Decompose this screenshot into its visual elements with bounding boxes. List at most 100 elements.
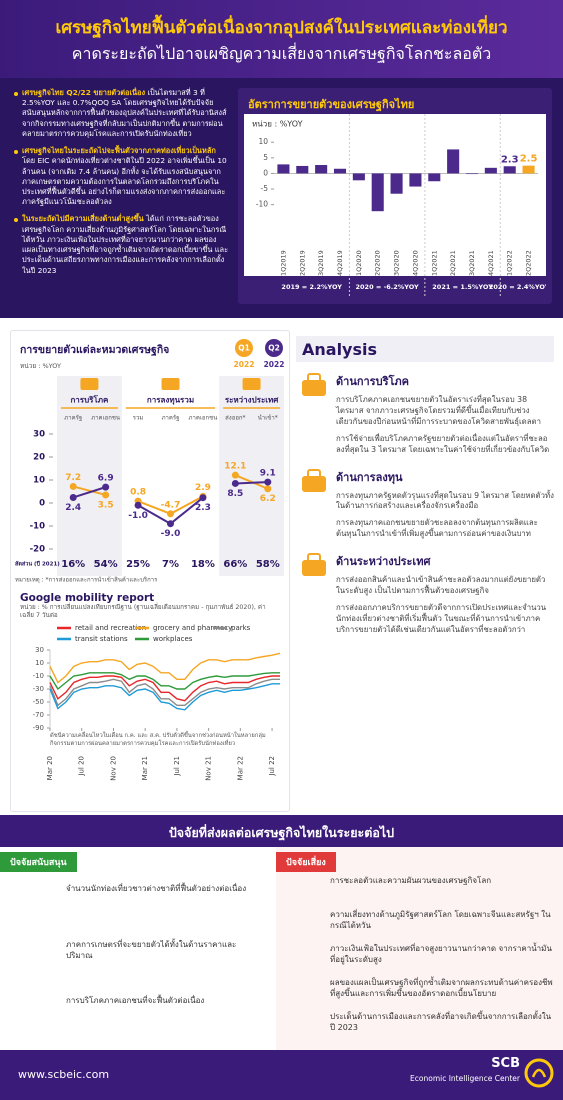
footer-unit: Economic Intelligence Center xyxy=(410,1074,520,1083)
group-label: การลงทุนรวม xyxy=(147,396,194,406)
x-tick-label: 1Q2022 xyxy=(506,250,514,276)
x-tick-label: 2Q2021 xyxy=(449,250,457,276)
bar xyxy=(484,167,497,174)
share-label: สัดส่วน (ปี 2021) xyxy=(15,560,60,568)
risk-tag: ปัจจัยเสี่ยง xyxy=(276,852,336,872)
dot xyxy=(231,479,239,487)
footer xyxy=(0,1050,563,1100)
dot xyxy=(102,491,110,499)
share-value: 7% xyxy=(162,559,179,570)
x-tick-label: 4Q2019 xyxy=(336,250,344,276)
footer-brand: SCB xyxy=(491,1056,520,1071)
dot xyxy=(167,520,174,528)
plot-bg xyxy=(244,114,546,276)
x-tick-label: 4Q2020 xyxy=(411,250,419,276)
y-tick-label: -50 xyxy=(33,698,44,706)
y-tick-label: 10 xyxy=(258,137,268,146)
value-label: -9.0 xyxy=(161,529,181,539)
value-label: -4.7 xyxy=(161,500,181,510)
sector-chart: การขยายตัวแต่ละหมวดเศรษฐกิจ หน่วย : %YOY… xyxy=(15,339,284,584)
summary-bullet: เศรษฐกิจไทยในระยะถัดไปจะฟื้นตัวจากภาคท่อ… xyxy=(14,146,230,207)
section-text: การลงทุนภาคเอกชนขยายตัวชะลอลงจากต้นทุนกา… xyxy=(336,518,538,539)
group-icon xyxy=(80,378,99,390)
y-tick-label: 10 xyxy=(33,476,45,486)
share-value: 16% xyxy=(61,559,85,570)
series-line xyxy=(49,672,280,691)
dot xyxy=(199,494,207,502)
group-label: 2020 = -6.2%YOY xyxy=(356,283,420,291)
highlight: เศรษฐกิจไทยในระยะถัดไปจะฟื้นตัวจากภาคท่อ… xyxy=(22,146,216,156)
summary: เศรษฐกิจไทย Q2/22 ขยายตัวต่อเนื่อง เป็นไ… xyxy=(14,88,230,283)
value-label: 9.1 xyxy=(260,469,276,479)
bar xyxy=(522,165,535,174)
x-tick-label: Jul 20 xyxy=(78,756,86,777)
legend-label: grocery and pharmacy xyxy=(153,624,232,632)
x-tick-label: 3Q2020 xyxy=(393,250,401,276)
value-label: 2.5 xyxy=(520,154,538,165)
bar xyxy=(296,165,309,174)
x-tick-label: 2Q2019 xyxy=(298,250,306,276)
connector xyxy=(169,496,204,525)
chart-note: หมายเหตุ : *การส่งออกและการนำเข้าสินค้าแ… xyxy=(15,577,158,584)
section-icon xyxy=(302,373,326,396)
y-tick-label: 0 xyxy=(263,168,268,177)
legend-period: 2022 xyxy=(234,360,255,369)
factors-band xyxy=(0,815,563,847)
group-icon xyxy=(242,378,261,390)
section-text: การใช้จ่ายเพื่อบริโภคภาครัฐขยายตัวต่อเนื… xyxy=(336,433,550,454)
legend-label: workplaces xyxy=(153,635,193,643)
value-label: 6.9 xyxy=(98,474,114,484)
analysis-title: Analysis xyxy=(302,340,378,359)
summary-bullet: ในระยะถัดไปมีความเสี่ยงด้านต่ำสูงขึ้น ได… xyxy=(14,214,230,275)
series-line xyxy=(49,652,281,684)
section-text: การส่งออกภาคบริการขยายตัวดีจากการเปิดประ… xyxy=(336,602,547,634)
risk-item: ประเด็นด้านการเมืองและการคลังที่อาจเกิดข… xyxy=(330,1012,552,1032)
connector xyxy=(137,500,171,515)
legend-label: parks xyxy=(231,624,251,632)
chart-note: ดัชนีความเคลื่อนไหวในเดือน ก.ค. และ ส.ค.… xyxy=(50,733,266,747)
legend-label: transit stations xyxy=(75,635,128,643)
x-tick-label: 2Q2022 xyxy=(525,250,533,276)
group-shade xyxy=(219,376,284,576)
x-tick-label: ส่งออก* xyxy=(225,415,245,422)
section-icon xyxy=(302,468,326,492)
legend-label: Q1 xyxy=(238,344,250,353)
support-item: ภาคการเกษตรที่จะขยายตัวได้ทั้งในด้านราคา… xyxy=(66,940,237,960)
analysis-header-bg xyxy=(296,336,554,362)
value-label: 3.5 xyxy=(98,500,114,510)
group-icon xyxy=(161,378,180,390)
bullet-text: เป็นไตรมาสที่ 3 ที่ 2.5%YOY และ 0.7%QOQ … xyxy=(22,88,227,138)
connector xyxy=(72,486,106,499)
logo xyxy=(524,1058,554,1088)
y-tick-label: 5 xyxy=(263,153,268,162)
legend-label: retail and recreation xyxy=(75,624,146,632)
x-tick-label: Mar 22 xyxy=(236,756,244,780)
support-item: จำนวนนักท่องเที่ยวชาวต่างชาติที่ฟื้นตัวอ… xyxy=(66,884,247,893)
value-label: 0.8 xyxy=(130,488,146,498)
x-tick-label: นำเข้า* xyxy=(258,415,278,422)
icon-top xyxy=(307,373,321,383)
x-tick-label: 3Q2019 xyxy=(317,250,325,276)
analysis: ด้านการบริโภค การบริโภคภาคเอกชนขยายตัวในอ… xyxy=(296,372,554,648)
x-tick-label: รวม xyxy=(133,415,144,422)
legend-swatch xyxy=(265,339,283,357)
value-label: 2.4 xyxy=(65,503,81,513)
y-tick-label: -30 xyxy=(33,685,44,693)
section-icon xyxy=(302,553,326,577)
x-tick-label: Jul 21 xyxy=(173,756,181,777)
legend-label: Q2 xyxy=(268,344,280,353)
value-label: 12.1 xyxy=(224,462,246,472)
chart-title: การขยายตัวแต่ละหมวดเศรษฐกิจ xyxy=(20,344,169,356)
section-text: การลงทุนภาครัฐหดตัวรุนแรงที่สุดในรอบ 9 ไ… xyxy=(336,490,554,511)
bar xyxy=(447,149,460,174)
group-label: การบริโภค xyxy=(70,395,108,405)
icon-top xyxy=(307,553,321,564)
dot xyxy=(264,478,272,486)
series-line xyxy=(49,675,280,702)
highlight: เศรษฐกิจไทย Q2/22 ขยายตัวต่อเนื่อง xyxy=(22,88,146,97)
unit-label: หน่วย : %YOY xyxy=(20,362,61,370)
risk-item: การชะลอตัวและความผันผวนของเศรษฐกิจโลก xyxy=(330,876,492,885)
header xyxy=(0,0,563,78)
x-tick-label: 2Q2020 xyxy=(374,250,382,276)
connector xyxy=(235,481,268,485)
